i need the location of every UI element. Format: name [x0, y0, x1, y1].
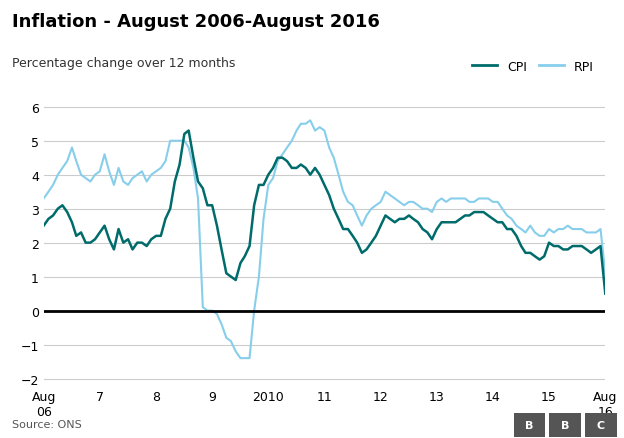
Bar	[549, 413, 581, 437]
Text: B: B	[525, 420, 534, 430]
Text: Inflation - August 2006-August 2016: Inflation - August 2006-August 2016	[12, 13, 381, 31]
Text: Percentage change over 12 months: Percentage change over 12 months	[12, 57, 236, 70]
Text: C: C	[597, 420, 605, 430]
Text: B: B	[561, 420, 569, 430]
Bar	[514, 413, 545, 437]
Legend: CPI, RPI: CPI, RPI	[467, 56, 599, 79]
Text: Source: ONS: Source: ONS	[12, 419, 82, 429]
Bar	[585, 413, 617, 437]
